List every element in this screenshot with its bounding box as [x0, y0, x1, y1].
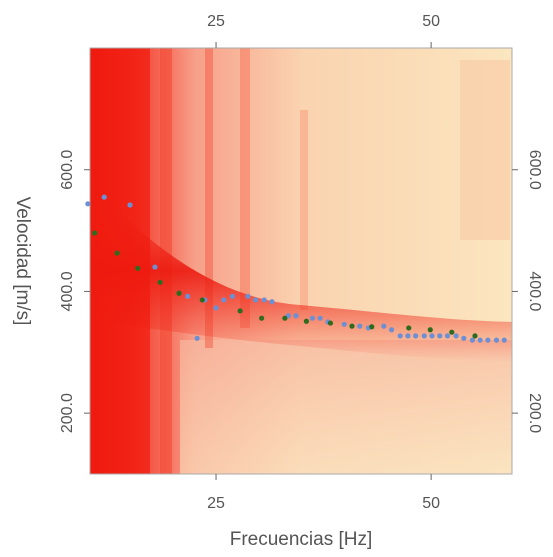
point: [259, 315, 265, 321]
point: [369, 324, 375, 330]
point: [152, 264, 158, 270]
point: [85, 201, 91, 207]
point: [413, 333, 419, 339]
point: [381, 323, 387, 329]
point: [501, 337, 507, 343]
y-tick-label: 200.0: [59, 393, 76, 433]
point: [92, 230, 98, 236]
point: [357, 323, 363, 329]
point: [185, 293, 191, 299]
point: [317, 315, 323, 321]
point: [245, 293, 251, 299]
point: [269, 299, 275, 305]
point: [469, 337, 476, 343]
point: [261, 297, 267, 303]
point: [341, 321, 347, 327]
point: [472, 333, 478, 339]
point: [229, 293, 235, 299]
y-tick-label: 400.0: [59, 271, 76, 311]
point: [303, 318, 309, 324]
point: [327, 320, 334, 326]
point: [461, 335, 467, 341]
point: [253, 297, 259, 303]
point: [453, 333, 459, 339]
x-axis-title: Frecuencias [Hz]: [230, 529, 373, 550]
point: [101, 194, 107, 200]
point: [427, 327, 433, 333]
point: [405, 333, 411, 339]
point: [157, 279, 163, 285]
point: [437, 333, 443, 339]
y-tick-label: 200.0: [526, 393, 543, 433]
point: [309, 315, 315, 321]
y-axis-title: Velocidad [m/s]: [12, 197, 33, 326]
point: [221, 297, 227, 303]
point: [293, 313, 299, 319]
point: [406, 325, 412, 331]
point: [493, 337, 500, 343]
y-tick-label: 600.0: [59, 150, 76, 190]
point: [194, 335, 200, 341]
point: [421, 333, 427, 339]
x-tick-label: 25: [207, 13, 225, 30]
point: [282, 315, 288, 321]
point: [349, 323, 355, 329]
point: [199, 297, 205, 303]
x-tick-label: 25: [207, 495, 225, 512]
point: [135, 265, 141, 271]
heatmap: [90, 48, 512, 474]
y-tick-label: 400.0: [526, 271, 543, 311]
plot-frame: [89, 47, 513, 475]
point: [485, 337, 491, 343]
point: [213, 305, 219, 311]
x-tick-label: 50: [422, 495, 440, 512]
point: [388, 327, 395, 333]
point: [176, 290, 182, 296]
point: [429, 333, 435, 339]
point: [444, 333, 451, 339]
point: [449, 329, 455, 335]
point: [114, 250, 120, 256]
y-tick-label: 600.0: [526, 150, 543, 190]
point: [477, 337, 483, 343]
x-tick-label: 50: [422, 13, 440, 30]
point: [397, 333, 403, 339]
point: [237, 308, 243, 314]
point: [127, 202, 133, 208]
